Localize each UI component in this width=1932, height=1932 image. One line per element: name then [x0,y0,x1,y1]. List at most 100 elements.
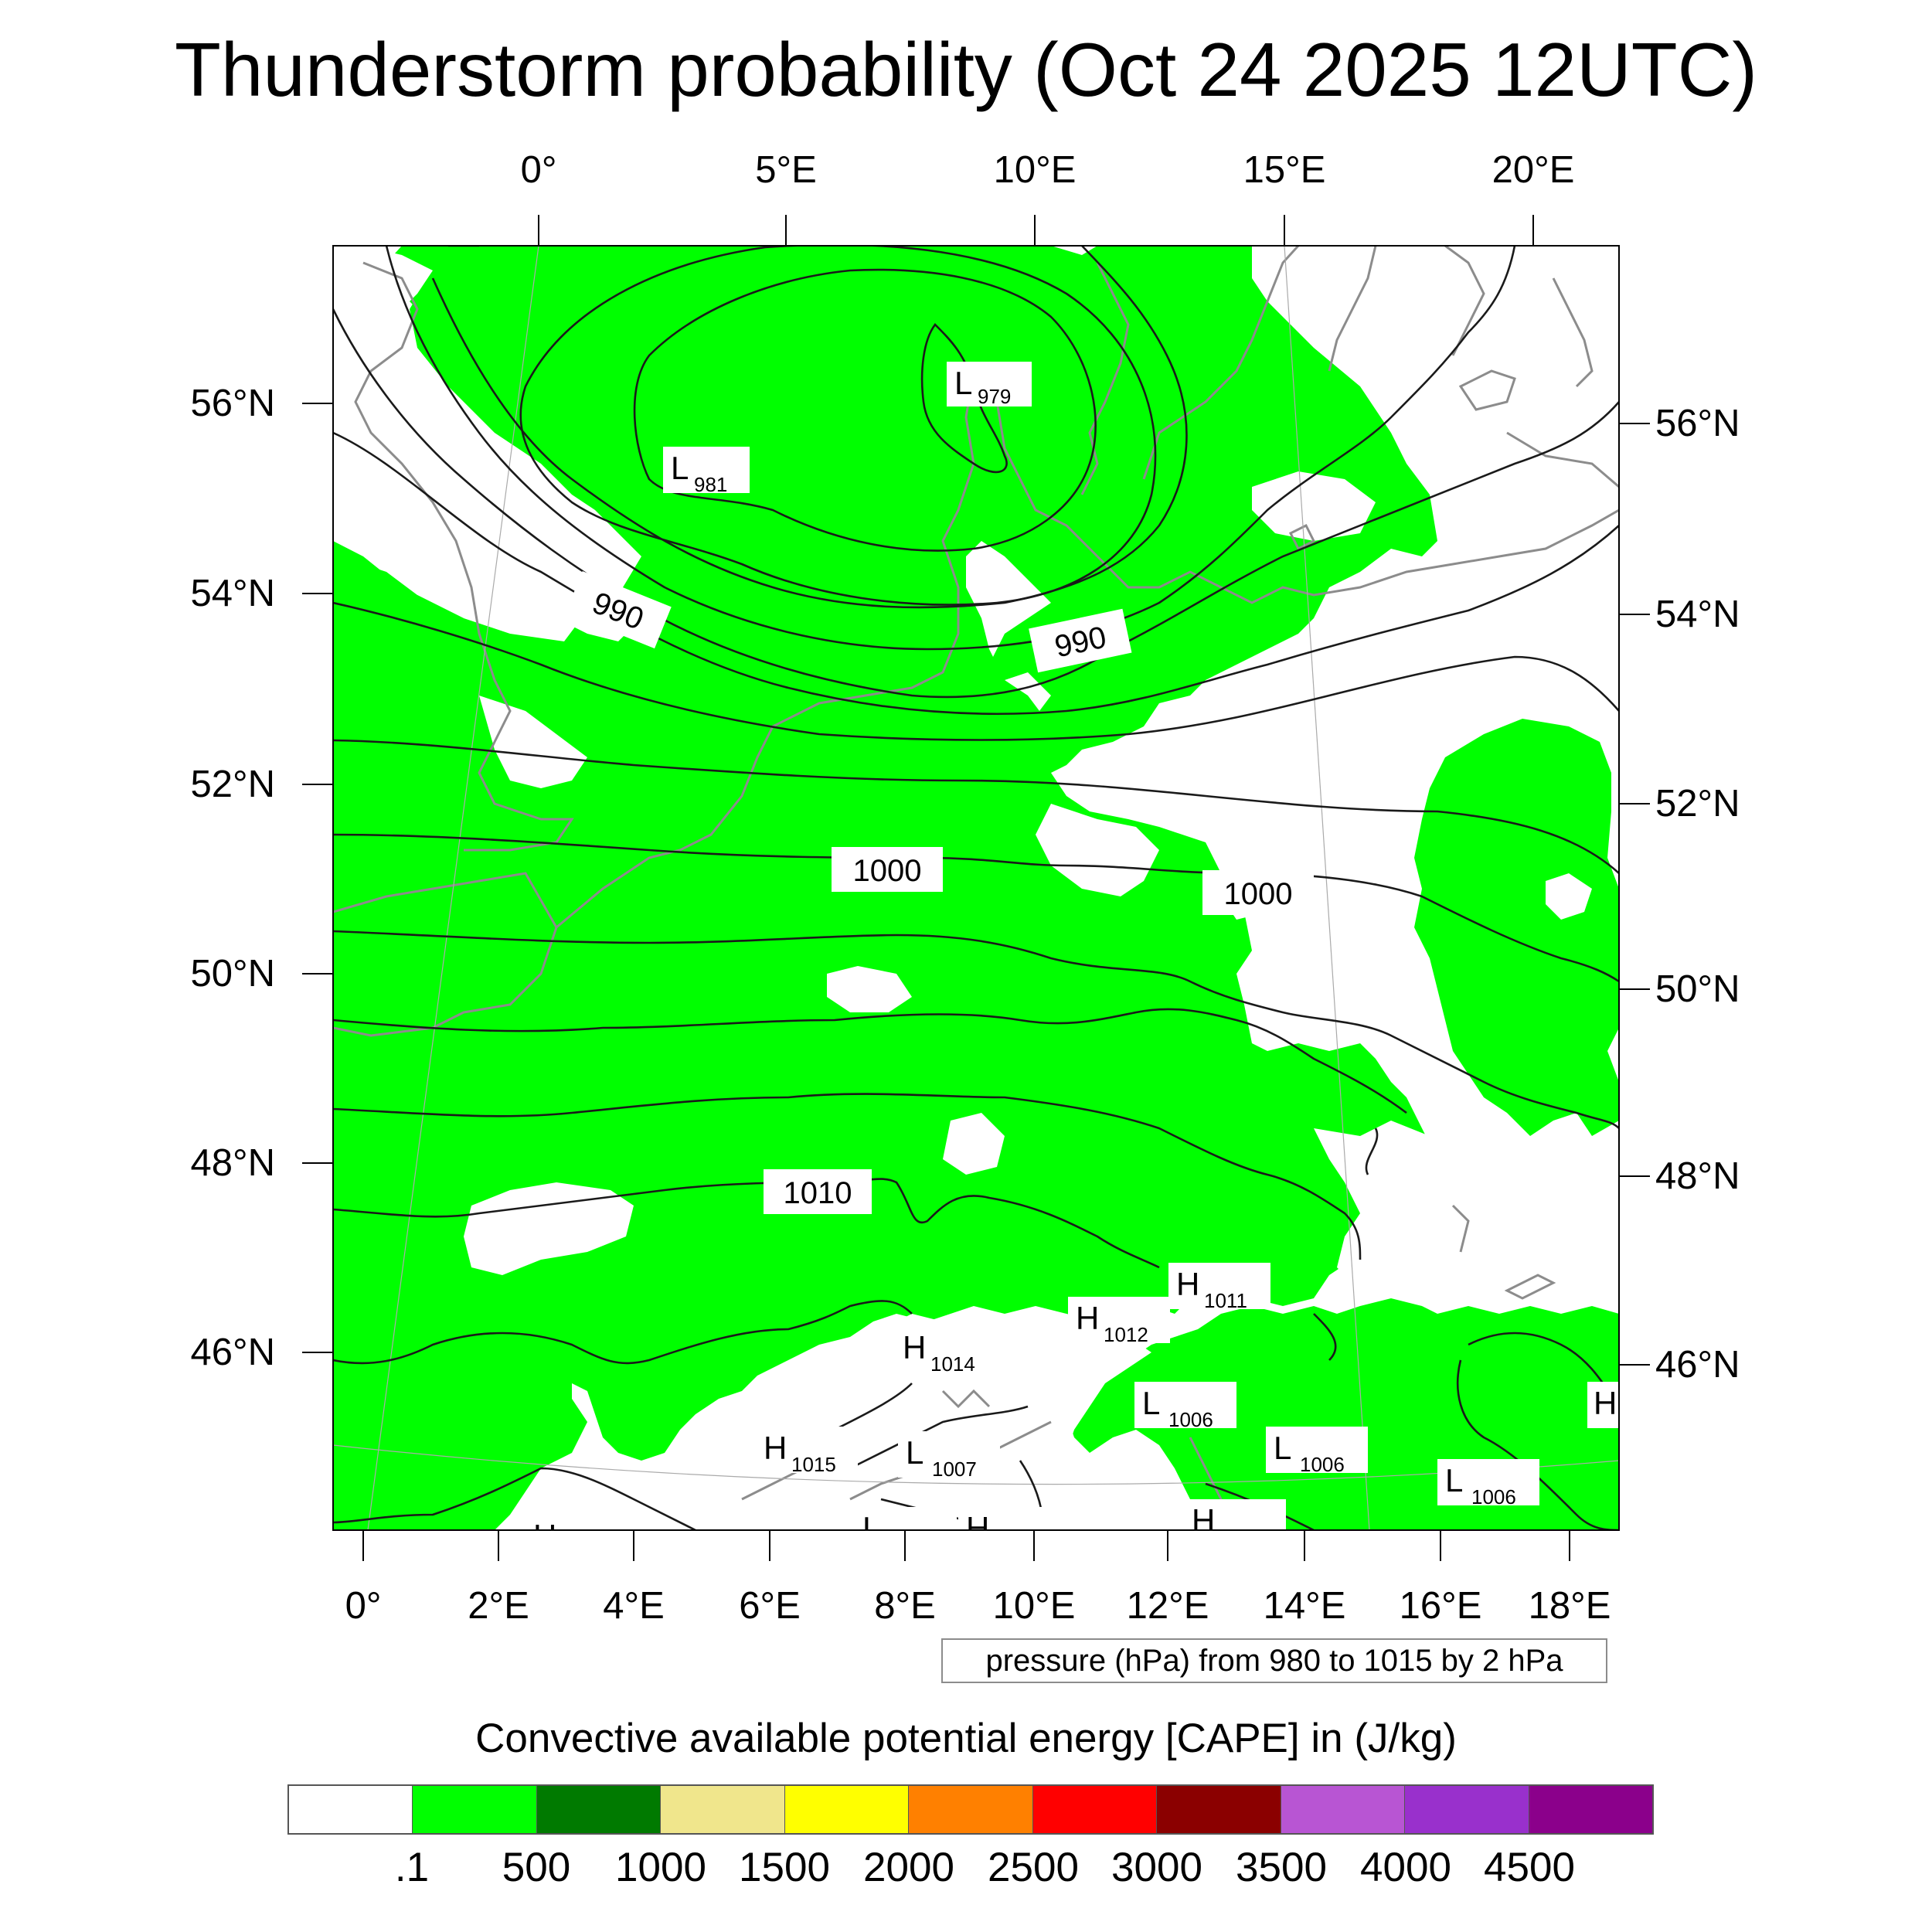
colorbar-title: Convective available potential energy [C… [475,1716,1457,1761]
left-lat-label: 56°N [190,383,275,424]
coast-east-rivers [1451,1204,1470,1253]
svg-text:981: 981 [694,473,727,496]
pressure-system-h1015: H 1015 [756,1427,858,1476]
coast-sweden [1142,246,1300,480]
pressure-system-h1014: H 1014 [895,1326,997,1376]
graticule [333,246,1619,1530]
svg-text:L: L [1142,1385,1160,1421]
svg-text:H: H [1176,1266,1199,1302]
cape-area-west-edge [333,564,634,858]
meridian-0 [367,246,539,1530]
svg-text:1015: 1015 [791,1453,836,1476]
svg-text:1007: 1007 [1219,1526,1264,1549]
isobars [333,246,1619,1530]
colorbar-label: 2500 [988,1845,1079,1890]
coast-bornholm [1288,523,1316,551]
coast-baltic [1096,509,1619,604]
svg-text:1006: 1006 [1168,1408,1213,1431]
svg-text:1006: 1006 [1300,1453,1345,1476]
cape-gap-central [1036,804,1159,896]
isobar-labels: 990 990 1000 1000 1010 [566,570,1314,1214]
right-lat-label: 48°N [1655,1155,1740,1197]
pressure-system-h1011: H 1011 [1168,1263,1270,1312]
svg-text:H: H [1192,1502,1215,1539]
isobar-997 [333,833,1619,983]
isobar-label-990-west: 990 [566,570,672,649]
svg-text:L: L [671,450,689,486]
meridian-15e [1284,246,1370,1530]
right-lat-label: 52°N [1655,783,1740,825]
svg-text:1007: 1007 [889,1533,934,1556]
isobar-1007 [333,1300,913,1365]
isobar-label-1000-center: 1000 [832,847,943,892]
isobar-1003 [333,1093,1362,1260]
bottom-lon-label: 18°E [1528,1585,1611,1627]
isobar-east-edge [1313,1128,1379,1361]
cape-gap-swiss [943,1113,1005,1175]
pressure-system-l1007: L 1007 [898,1431,1000,1481]
colorbar-swatch [1157,1786,1281,1833]
coast-baltic-east [1506,431,1619,488]
isobar-1001 [333,1008,1407,1114]
top-lon-label: 0° [520,149,557,191]
left-lat-label: 48°N [190,1142,275,1184]
pressure-systems: L 979 L 981 H 1011 H 1012 H 1014 L 1006 [527,362,1619,1556]
colorbar-label: 500 [502,1845,571,1890]
cape-gap-east-white [1314,1121,1619,1306]
pressure-system-l979: L 979 [947,362,1032,408]
pressure-system-l1006-center: L 1006 [1134,1382,1236,1431]
pressure-system-l1006-east: L 1006 [1437,1459,1539,1509]
svg-text:H: H [966,1510,989,1546]
svg-text:1009: 1009 [994,1533,1039,1556]
isobar-label-1010: 1010 [764,1169,872,1214]
coast-baltic-islands [1458,369,1516,411]
bottom-lon-label: 6°E [739,1585,801,1627]
svg-text:H: H [1076,1300,1099,1336]
pressure-system-h1012: H 1012 [1068,1297,1170,1346]
colorbar-swatch [1405,1786,1529,1833]
plot-frame [332,245,1620,1531]
svg-text:1012: 1012 [1104,1323,1148,1346]
right-lat-label: 50°N [1655,968,1740,1010]
svg-text:979: 979 [978,385,1011,408]
bottom-lon-label: 12°E [1126,1585,1209,1627]
isobar-label-990-east: 990 [1029,608,1132,673]
isobar-label-text: 1000 [1224,877,1293,911]
cape-gap-baltic [1252,471,1376,541]
cape-gap-alps [804,1314,1151,1530]
cape-gap-belgium [827,966,912,1012]
cape-gap-east-hole [1546,873,1592,920]
colorbar-label: 3500 [1236,1845,1327,1890]
bottom-lon-label: 14°E [1263,1585,1346,1627]
svg-text:1006: 1006 [1471,1485,1516,1509]
colorbar-swatch [1281,1786,1406,1833]
isobar-999 [333,930,1619,1129]
isobar-983 [519,246,1157,606]
colorbar-swatch [909,1786,1033,1833]
coast-sweden-east [1328,246,1377,372]
isobar-alps-2 [849,1405,1029,1470]
colorbar-swatch [536,1786,662,1833]
cape-gap-france [464,1182,634,1275]
svg-text:H: H [1594,1385,1617,1421]
contour-info-box: pressure (hPa) from 980 to 1015 by 2 hPa [941,1638,1607,1683]
coast-channel [333,872,558,1037]
colorbar-label: 1000 [615,1845,706,1890]
isobar-1009 [333,1467,696,1530]
isobar-993 [333,601,1619,741]
bottom-lon-label: 8°E [874,1585,936,1627]
bottom-lon-label: 16°E [1399,1585,1482,1627]
isobar-989 [333,308,1619,699]
pressure-system-l1006-adriatic: L 1006 [1266,1427,1368,1476]
right-lat-label: 56°N [1655,403,1740,444]
bottom-lon-label: 2°E [468,1585,529,1627]
colorbar-swatch [289,1786,413,1833]
right-lat-label: 54°N [1655,594,1740,635]
top-lon-label: 10°E [993,149,1077,191]
left-lat-label: 52°N [190,764,275,805]
isobar-985 [431,246,1188,609]
svg-text:L: L [906,1434,923,1471]
svg-text:1014: 1014 [930,1352,975,1376]
isobar-995 [333,739,1619,874]
pressure-system-h1007: H 1007 [1184,1499,1286,1549]
